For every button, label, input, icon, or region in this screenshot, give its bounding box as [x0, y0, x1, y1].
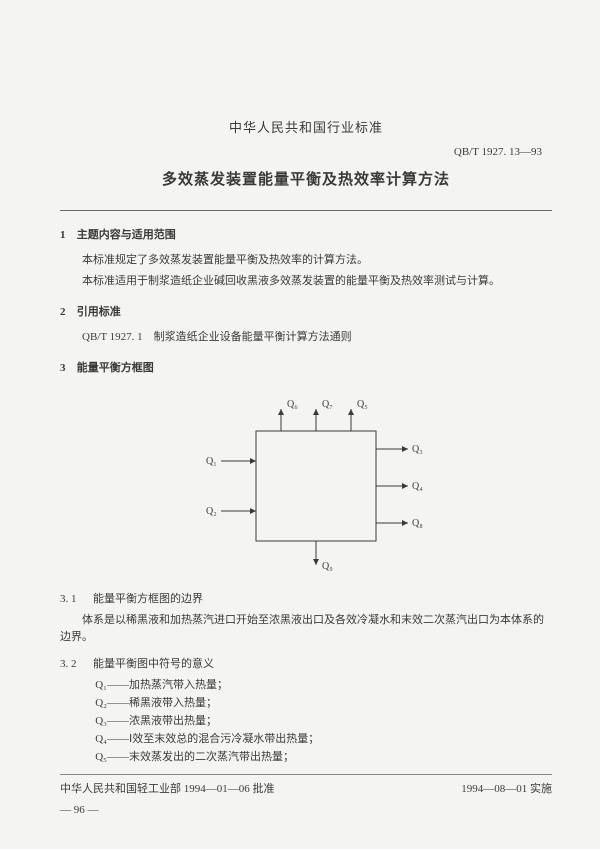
svg-text:Q₁: Q₁: [206, 456, 217, 467]
symbol-line: Q₁——加热蒸汽带入热量；: [95, 677, 552, 694]
svg-text:Q₈: Q₈: [412, 518, 423, 529]
standard-code: QB/T 1927. 13—93: [60, 144, 552, 161]
symbol-definitions: Q₁——加热蒸汽带入热量；Q₂——稀黑液带入热量；Q₃——浓黑液带出热量；Q₄—…: [95, 677, 552, 766]
svg-text:Q₃: Q₃: [412, 444, 423, 455]
section3-num: 3: [60, 360, 74, 377]
svg-text:Q₉: Q₉: [322, 561, 333, 572]
section3-title: 能量平衡方框图: [77, 362, 154, 374]
section3-1-heading: 3. 1 能量平衡方框图的边界: [60, 591, 552, 608]
svg-text:Q₆: Q₆: [287, 399, 298, 410]
footer-effective: 1994—08—01 实施: [461, 781, 552, 798]
section2-heading: 2 引用标准: [60, 304, 552, 321]
section3-1-num: 3. 1: [60, 591, 77, 608]
section2-ref: QB/T 1927. 1 制浆造纸企业设备能量平衡计算方法通则: [82, 329, 552, 346]
section1-para1: 本标准规定了多效蒸发装置能量平衡及热效率的计算方法。: [60, 252, 552, 269]
svg-text:Q₂: Q₂: [206, 506, 217, 517]
page-number: — 96 —: [60, 802, 552, 819]
title-divider: [60, 210, 552, 211]
diagram-svg: Q₆ Q₇ Q₅ Q₁ Q₂ Q₃ Q₄ Q₈ Q₉: [181, 391, 431, 581]
energy-balance-diagram: Q₆ Q₇ Q₅ Q₁ Q₂ Q₃ Q₄ Q₈ Q₉: [181, 391, 431, 581]
symbol-line: Q₅——末效蒸发出的二次蒸汽带出热量；: [95, 749, 552, 766]
doc-main-title: 多效蒸发装置能量平衡及热效率计算方法: [60, 169, 552, 192]
section3-2-heading: 3. 2 能量平衡图中符号的意义: [60, 656, 552, 673]
page-footer: 中华人民共和国轻工业部 1994—01—06 批准 1994—08—01 实施: [60, 781, 552, 798]
svg-text:Q₇: Q₇: [322, 399, 333, 410]
section1-num: 1: [60, 227, 74, 244]
section3-1-title: 能量平衡方框图的边界: [93, 593, 203, 605]
symbol-line: Q₄——Ⅰ效至末效总的混合污冷凝水带出热量；: [95, 731, 552, 748]
svg-text:Q₄: Q₄: [412, 481, 423, 492]
section3-heading: 3 能量平衡方框图: [60, 360, 552, 377]
footer-divider: [60, 774, 552, 775]
symbol-line: Q₃——浓黑液带出热量；: [95, 713, 552, 730]
section1-para2: 本标准适用于制浆造纸企业碱回收黑液多效蒸发装置的能量平衡及热效率测试与计算。: [60, 273, 552, 290]
section1-title: 主题内容与适用范围: [77, 229, 176, 241]
svg-text:Q₅: Q₅: [357, 399, 368, 410]
section3-2-title: 能量平衡图中符号的意义: [93, 658, 214, 670]
doc-super-title: 中华人民共和国行业标准: [60, 118, 552, 138]
section2-title: 引用标准: [77, 306, 121, 318]
symbol-line: Q₂——稀黑液带入热量；: [95, 695, 552, 712]
section2-num: 2: [60, 304, 74, 321]
section3-2-num: 3. 2: [60, 656, 77, 673]
section3-1-para: 体系是以稀黑液和加热蒸汽进口开始至浓黑液出口及各效冷凝水和末效二次蒸汽出口为本体…: [60, 612, 552, 646]
section1-heading: 1 主题内容与适用范围: [60, 227, 552, 244]
footer-approval: 中华人民共和国轻工业部 1994—01—06 批准: [60, 781, 275, 798]
